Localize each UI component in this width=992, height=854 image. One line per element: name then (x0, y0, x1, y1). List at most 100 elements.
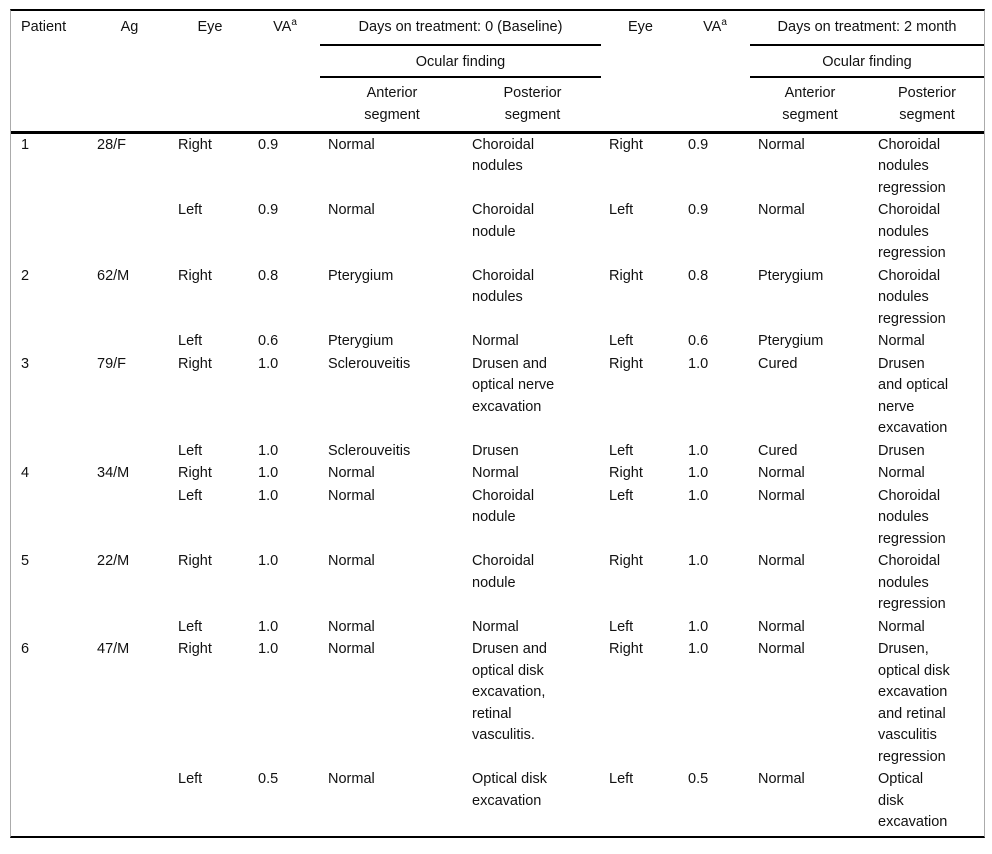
cell-ag: 28/F (97, 136, 127, 153)
cell-eye-2month: Left (609, 618, 634, 635)
cell-va: 0.5 (258, 771, 279, 787)
cell-va: 0.6 (258, 333, 279, 349)
cell-posterior-2month: Choroidal nodules regression (878, 202, 946, 261)
cell-anterior-baseline: Normal (328, 487, 375, 504)
cell-ag (89, 768, 170, 834)
cell-va-2month: 1.0 (688, 487, 709, 504)
cell-va-2month: 0.6 (688, 333, 709, 349)
cell-eye: Right (178, 465, 212, 481)
va-footnote-marker: a (291, 17, 297, 29)
header-row-ocular-finding: Ocular finding Ocular finding (11, 45, 984, 78)
cell-eye-2month: Left (609, 487, 634, 504)
cell-anterior-baseline: Normal (328, 465, 375, 481)
cell-va: 0.9 (258, 136, 279, 153)
cell-va: 1.0 (258, 442, 279, 459)
cell-va-2month: 0.5 (688, 771, 709, 787)
cell-eye: Left (178, 487, 203, 504)
cell-eye-2month: Left (609, 771, 634, 787)
cell-eye: Left (178, 771, 203, 787)
cell-va: 1.0 (258, 355, 279, 372)
cell-anterior-baseline: Normal (328, 641, 375, 657)
cell-va-2month: 1.0 (688, 442, 709, 459)
cell-eye-2month: Left (609, 442, 634, 459)
cell-va: 0.9 (258, 202, 279, 218)
cell-patient: 6 (21, 641, 30, 657)
cell-eye: Left (178, 442, 203, 459)
cell-eye: Right (178, 136, 212, 153)
subheader-ocular-finding-baseline: Ocular finding (320, 45, 601, 78)
cell-eye: Right (178, 355, 212, 372)
table-row: 3 79/F Right 1.0 Sclerouveitis Drusen and opt… (11, 353, 984, 440)
cell-posterior-baseline: Choroidal nodule (472, 487, 535, 526)
cell-patient (11, 768, 89, 834)
col-header-anterior-2month: Anterior segment (782, 85, 838, 123)
cell-ag (89, 199, 170, 265)
cell-ag: 79/F (97, 355, 127, 372)
cell-anterior-2month: Normal (758, 202, 805, 218)
cell-posterior-baseline: Choroidal nodules (472, 267, 535, 306)
table-row: Left 0.9 Normal Choroidal nodule Left 0.9 Norm… (11, 199, 984, 265)
header-row-groups: Patient Ag Eye VAa Days on treatment: 0 … (11, 11, 984, 46)
cell-ag (89, 616, 170, 639)
cell-ag (89, 440, 170, 463)
patient-ocular-findings-table: Patient Ag Eye VAa Days on treatment: 0 … (11, 11, 984, 834)
cell-posterior-2month: Drusen and optical nerve excavation (878, 355, 949, 437)
cell-va-2month: 1.0 (688, 355, 709, 372)
cell-va: 1.0 (258, 618, 279, 635)
cell-anterior-baseline: Normal (328, 136, 375, 153)
cell-posterior-baseline: Normal (472, 333, 519, 349)
col-header-posterior-baseline: Posterior segment (503, 85, 562, 123)
header-row-segments: Anterior segment Posterior segment Anter… (11, 77, 984, 132)
va-label: VA (273, 19, 292, 35)
col-header-posterior-2month: Posterior segment (897, 85, 957, 123)
cell-posterior-2month: Choroidal nodules regression (878, 136, 946, 196)
cell-eye-2month: Right (609, 465, 643, 481)
cell-ag (89, 485, 170, 551)
va-label: VA (703, 19, 722, 35)
cell-va-2month: 0.8 (688, 267, 709, 284)
patient-ocular-findings-table-frame: Patient Ag Eye VAa Days on treatment: 0 … (10, 9, 985, 838)
cell-anterior-baseline: Pterygium (328, 333, 394, 349)
cell-posterior-2month: Choroidal nodules regression (878, 487, 946, 547)
cell-patient (11, 199, 89, 265)
cell-eye: Right (178, 641, 212, 657)
cell-va: 0.8 (258, 267, 279, 284)
cell-anterior-2month: Normal (758, 618, 805, 635)
cell-eye: Left (178, 202, 203, 218)
cell-anterior-2month: Normal (758, 465, 805, 481)
cell-posterior-2month: Drusen, optical disk excavation and reti… (878, 641, 950, 765)
col-header-va-2month: VAa (680, 11, 750, 132)
va-footnote-marker: a (721, 17, 727, 29)
cell-posterior-baseline: Normal (472, 618, 519, 635)
cell-eye: Left (178, 618, 203, 635)
cell-patient: 4 (21, 465, 30, 481)
cell-va-2month: 0.9 (688, 136, 709, 153)
cell-patient (11, 440, 89, 463)
cell-eye: Right (178, 553, 212, 569)
cell-eye-2month: Left (609, 202, 634, 218)
cell-posterior-baseline: Choroidal nodule (472, 553, 535, 591)
cell-posterior-2month: Normal (878, 465, 925, 481)
col-header-eye-baseline: Eye (197, 19, 223, 35)
table-row: Left 0.6 Pterygium Normal Left 0.6 Pterygium No… (11, 330, 984, 353)
cell-va-2month: 1.0 (688, 553, 709, 569)
table-body: 1 28/F Right 0.9 Normal Choroidal nodules Righ… (11, 132, 984, 834)
cell-ag: 34/M (97, 465, 130, 481)
cell-va-2month: 0.9 (688, 202, 709, 218)
cell-anterior-baseline: Normal (328, 618, 375, 635)
cell-ag: 47/M (97, 641, 130, 657)
cell-anterior-2month: Normal (758, 553, 805, 569)
cell-va: 1.0 (258, 553, 279, 569)
cell-anterior-baseline: Normal (328, 771, 375, 787)
col-header-anterior-baseline: Anterior segment (364, 85, 420, 123)
cell-patient: 2 (21, 267, 30, 284)
cell-eye-2month: Left (609, 333, 634, 349)
cell-patient: 3 (21, 355, 30, 372)
cell-eye: Right (178, 267, 212, 284)
cell-va-2month: 1.0 (688, 641, 709, 657)
table-row: 2 62/M Right 0.8 Pterygium Choroidal nodules R… (11, 265, 984, 331)
cell-anterior-baseline: Normal (328, 553, 375, 569)
cell-eye-2month: Right (609, 641, 643, 657)
cell-anterior-2month: Pterygium (758, 333, 824, 349)
cell-eye-2month: Right (609, 267, 643, 284)
